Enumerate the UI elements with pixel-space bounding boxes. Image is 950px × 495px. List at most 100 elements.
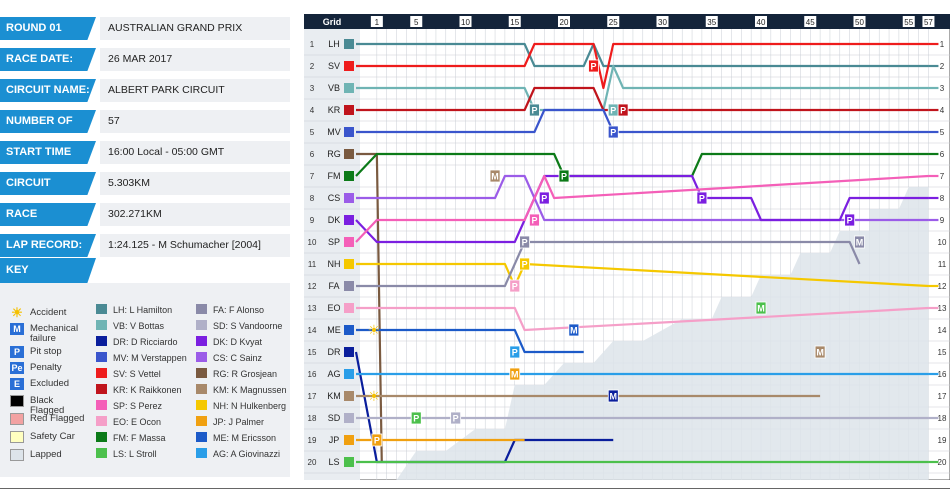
position-number-right: 19 xyxy=(938,436,947,445)
grid-driver-code: LS xyxy=(328,457,339,467)
grid-driver-swatch xyxy=(344,215,354,225)
driver-color-swatch xyxy=(196,400,207,410)
lap-tick-box xyxy=(755,16,767,27)
position-number-right: 9 xyxy=(940,216,945,225)
lap-tick-box xyxy=(922,16,935,27)
lap-tick-label: 57 xyxy=(924,18,933,27)
position-number-right: 12 xyxy=(938,282,947,291)
position-number-left: 2 xyxy=(310,62,315,71)
lapped-swatch xyxy=(10,449,24,461)
key-label: Black Flagged xyxy=(30,395,65,416)
position-number-left: 3 xyxy=(310,84,315,93)
grid-driver-code: SP xyxy=(328,237,340,247)
driver-color-swatch xyxy=(196,352,207,362)
grid-driver-swatch xyxy=(344,193,354,203)
position-number-left: 8 xyxy=(310,194,315,203)
race-info-value: 302.271KM xyxy=(100,203,290,226)
grid-driver-swatch xyxy=(344,61,354,71)
key-label: Lapped xyxy=(30,449,62,460)
position-number-right: 17 xyxy=(938,392,947,401)
position-number-left: 7 xyxy=(310,172,315,181)
series-line-kr xyxy=(356,86,929,112)
grid-driver-code: DK xyxy=(328,215,341,225)
driver-color-swatch xyxy=(96,352,107,362)
position-number-right: 14 xyxy=(938,326,947,335)
driver-legend-label: CS: C Sainz xyxy=(213,353,263,363)
grid-driver-swatch xyxy=(344,413,354,423)
position-number-right: 11 xyxy=(938,260,947,269)
grid-driver-swatch xyxy=(344,105,354,115)
grid-column-bg xyxy=(304,29,360,480)
lap-tick-box xyxy=(902,16,915,27)
key-label: Pit stop xyxy=(30,346,62,357)
driver-legend-label: AG: A Giovinazzi xyxy=(213,449,281,459)
lap-tick-box xyxy=(656,16,669,27)
position-number-right: 7 xyxy=(940,172,945,181)
marker-letter: P xyxy=(531,106,537,116)
lap-tick-label: 20 xyxy=(560,18,569,27)
grid-driver-swatch xyxy=(344,237,354,247)
race-info-value: 1:24.125 - M Schumacher [2004] xyxy=(100,234,290,257)
marker-letter: P xyxy=(610,128,616,138)
lap-tick-box xyxy=(705,16,718,27)
grid-driver-code: SD xyxy=(328,413,341,423)
driver-legend-label: EO: E Ocon xyxy=(113,417,162,427)
mechanical-failure-marker xyxy=(509,367,521,381)
accident-icon: ☀ xyxy=(11,305,23,320)
driver-legend-label: VB: V Bottas xyxy=(113,321,165,331)
race-info-row: LAP RECORD: 1:24.125 - M Schumacher [2004… xyxy=(0,234,290,257)
grid-driver-code: EO xyxy=(327,303,340,313)
race-info-label: RACE DATE: xyxy=(0,48,96,71)
pit-stop-marker xyxy=(529,213,540,227)
grid-driver-swatch xyxy=(344,347,354,357)
grid-driver-code: DR xyxy=(328,347,341,357)
grid-driver-code: CS xyxy=(328,193,341,203)
key-label: Excluded xyxy=(30,378,70,389)
grid-driver-code: JP xyxy=(329,435,340,445)
grid-driver-code: MV xyxy=(327,127,341,137)
driver-color-swatch xyxy=(96,400,107,410)
mechanical-failure-marker xyxy=(607,389,619,403)
race-info-label: ROUND 01 xyxy=(0,17,96,40)
pit-stop-marker xyxy=(607,125,619,139)
driver-color-swatch xyxy=(96,416,107,426)
position-number-left: 5 xyxy=(310,128,315,137)
lap-tick-box xyxy=(558,16,570,27)
race-info-label: LAP RECORD: xyxy=(0,234,96,257)
series-line-sv xyxy=(356,42,929,90)
pit-stop-marker xyxy=(558,169,570,183)
series-line-fa xyxy=(356,240,861,288)
race-info-row: CIRCUIT NAME: ALBERT PARK CIRCUIT xyxy=(0,79,290,102)
driver-legend-label: DR: D Ricciardo xyxy=(113,337,178,347)
race-info-label: CIRCUIT LENGTH: xyxy=(0,172,96,195)
grid-driver-code: KM xyxy=(327,391,341,401)
driver-color-swatch xyxy=(196,336,207,346)
position-number-left: 16 xyxy=(308,370,317,379)
series-line-me xyxy=(356,328,584,354)
grid-driver-swatch xyxy=(344,281,354,291)
pit-stop-marker xyxy=(617,103,629,117)
lap-tick-label: 1 xyxy=(375,18,380,27)
driver-color-swatch xyxy=(196,384,207,394)
pit-stop-marker xyxy=(538,191,550,205)
lapped-area xyxy=(396,187,939,480)
mechanical-failure-icon: M xyxy=(10,323,24,335)
grid-driver-swatch xyxy=(344,325,354,335)
marker-letter: P xyxy=(374,436,380,446)
lap-tick-label: 40 xyxy=(757,18,766,27)
driver-legend-label: FA: F Alonso xyxy=(213,305,265,315)
marker-letter: P xyxy=(453,414,459,424)
pit-stop-marker xyxy=(509,345,521,359)
driver-color-swatch xyxy=(96,448,107,458)
position-number-left: 19 xyxy=(308,436,317,445)
key-label: Safety Car xyxy=(30,431,75,442)
race-info-label: RACE DISTANCE: xyxy=(0,203,96,226)
pit-stop-marker xyxy=(519,257,531,271)
accident-marker: ☀ xyxy=(368,322,381,338)
driver-legend-label: LS: L Stroll xyxy=(113,449,157,459)
lap-tick-label: 15 xyxy=(510,18,519,27)
pit-stop-icon: P xyxy=(10,346,24,358)
position-number-right: 16 xyxy=(938,370,947,379)
position-number-right: 8 xyxy=(940,194,945,203)
